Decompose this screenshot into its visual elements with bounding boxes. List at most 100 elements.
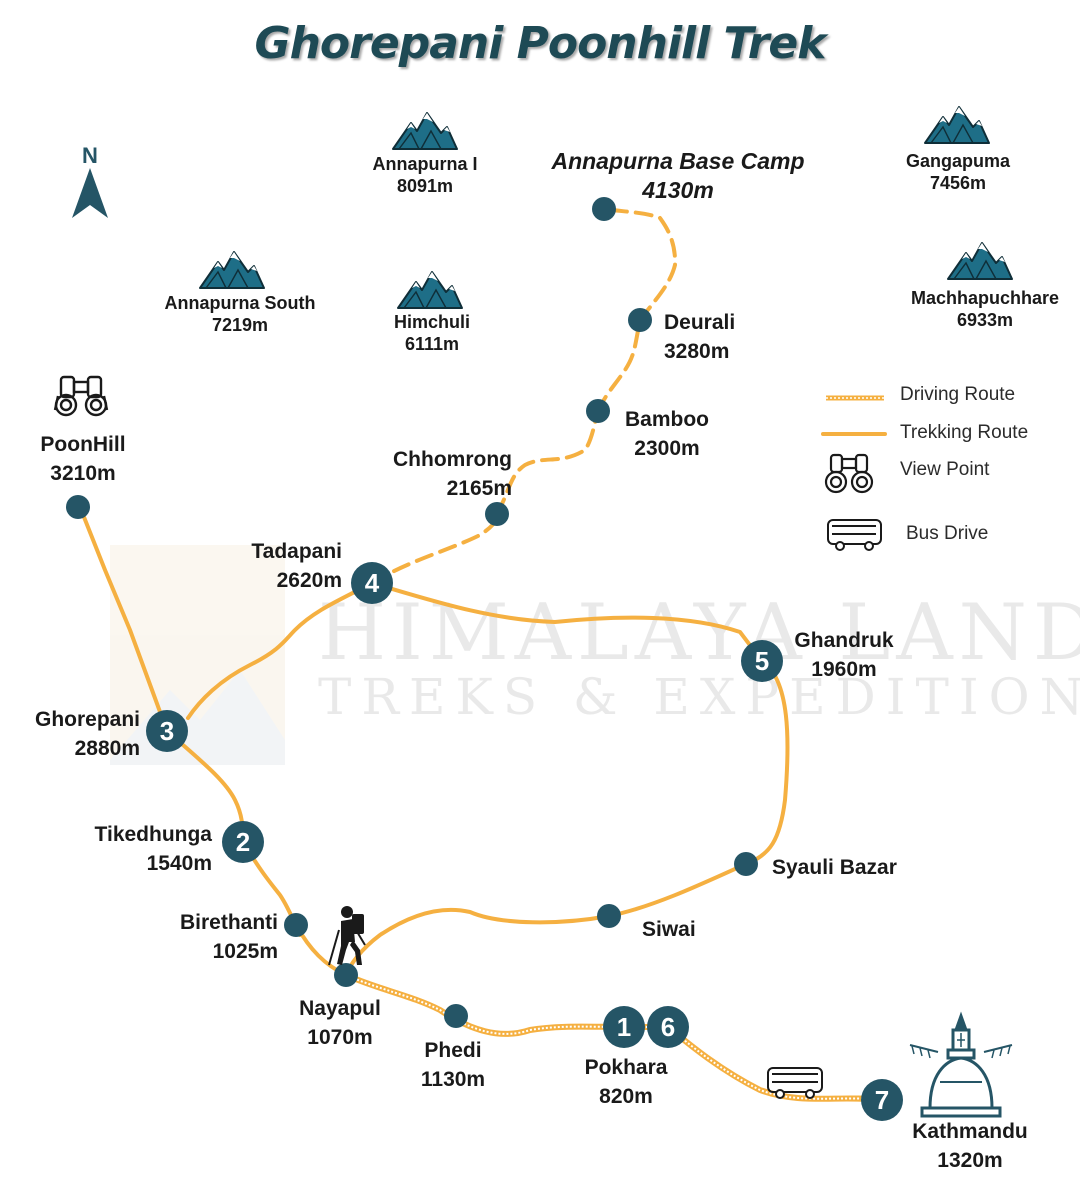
legend-bus-drive: Bus Drive xyxy=(906,523,989,544)
watermark-line-2: TREKS & EXPEDITION xyxy=(318,668,1080,726)
label-syauli-bazar: Syauli Bazar xyxy=(772,853,897,882)
peak-annapurna-south: Annapurna South 7219m xyxy=(150,292,330,336)
map-title: Ghorepani Poonhill Trek xyxy=(254,18,826,69)
place-name: Kathmandu xyxy=(912,1120,1028,1143)
peak-altitude: 6111m xyxy=(404,334,460,354)
stop-nodes xyxy=(66,197,758,1028)
label-chhomrong: Chhomrong 2165m xyxy=(360,445,512,503)
place-name: Phedi xyxy=(424,1039,482,1062)
place-altitude: 3210m xyxy=(50,462,116,485)
label-phedi: Phedi 1130m xyxy=(398,1036,508,1094)
peak-altitude: 7456m xyxy=(929,173,987,193)
peak-gangapurna: Gangapuma 7456m xyxy=(888,150,1028,194)
place-name: Pokhara xyxy=(584,1056,668,1079)
mountain-icon-himchuli xyxy=(397,271,463,309)
mountain-icon-gangapurna xyxy=(924,106,990,144)
node-phedi xyxy=(444,1004,468,1028)
node-abc xyxy=(592,197,616,221)
day-node-ghandruk xyxy=(741,640,783,682)
node-syauli-bazar xyxy=(734,852,758,876)
legend-driving-route: Driving Route xyxy=(900,384,1016,405)
node-nayapul xyxy=(334,963,358,987)
place-name: Siwai xyxy=(642,918,696,941)
label-pokhara: Pokhara 820m xyxy=(570,1053,682,1111)
node-siwai xyxy=(597,904,621,928)
mountain-icon-machhapuchhare xyxy=(947,242,1013,280)
day-number-1: 1 xyxy=(617,1012,631,1042)
node-poonhill xyxy=(66,495,90,519)
day-node-pokhara-6 xyxy=(647,1006,689,1048)
place-name: Ghandruk xyxy=(794,629,894,652)
place-altitude: 1540m xyxy=(146,852,212,875)
hiker-icon xyxy=(328,906,366,966)
peak-himchuli: Himchuli 6111m xyxy=(362,311,502,355)
legend-view-point: View Point xyxy=(900,459,990,480)
mountain-icon-annapurna-south xyxy=(199,251,265,289)
label-bamboo: Bamboo 2300m xyxy=(612,405,722,463)
place-name: Birethanti xyxy=(179,911,278,934)
place-altitude: 820m xyxy=(599,1085,653,1108)
place-altitude: 2165m xyxy=(446,477,512,500)
peak-altitude: 6933m xyxy=(956,310,1014,330)
peak-name: Annapurna I xyxy=(372,154,478,174)
place-altitude: 2620m xyxy=(276,569,342,592)
place-altitude: 3280m xyxy=(664,340,730,363)
day-number-4: 4 xyxy=(365,568,380,598)
mountain-icon-annapurna-1 xyxy=(392,112,458,150)
label-annapurna-base-camp: Annapurna Base Camp 4130m xyxy=(528,147,828,205)
place-altitude: 2880m xyxy=(74,737,140,760)
label-poonhill: PoonHill 3210m xyxy=(28,430,138,488)
day-number-3: 3 xyxy=(160,716,174,746)
legend-trekking-route: Trekking Route xyxy=(900,422,1029,443)
day-node-kathmandu xyxy=(861,1079,903,1121)
place-altitude: 4130m xyxy=(642,177,714,203)
place-name: Annapurna Base Camp xyxy=(551,148,805,174)
place-name: PoonHill xyxy=(40,433,126,456)
node-birethanti xyxy=(284,913,308,937)
place-altitude: 1130m xyxy=(420,1068,486,1091)
label-kathmandu: Kathmandu 1320m xyxy=(895,1117,1045,1175)
label-birethanti: Birethanti 1025m xyxy=(148,908,278,966)
day-node-tadapani xyxy=(351,562,393,604)
label-nayapul: Nayapul 1070m xyxy=(280,994,400,1052)
compass-letter: N xyxy=(82,143,98,168)
place-name: Tikedhunga xyxy=(94,823,212,846)
place-altitude: 1320m xyxy=(937,1149,1003,1172)
label-ghandruk: Ghandruk 1960m xyxy=(784,626,904,684)
node-chhomrong xyxy=(485,502,509,526)
place-altitude: 1025m xyxy=(212,940,278,963)
node-deurali xyxy=(628,308,652,332)
day-node-ghorepani xyxy=(146,710,188,752)
day-number-6: 6 xyxy=(661,1012,675,1042)
place-altitude: 1960m xyxy=(811,658,877,681)
legend-graphics xyxy=(821,395,887,551)
abc-side-route xyxy=(370,207,678,585)
stupa-icon xyxy=(909,1011,1013,1118)
peak-name: Annapurna South xyxy=(164,293,316,313)
day-number-5: 5 xyxy=(755,646,769,676)
place-name: Bamboo xyxy=(625,408,709,431)
label-deurali: Deurali 3280m xyxy=(664,308,735,366)
peak-name: Himchuli xyxy=(393,312,470,332)
bus-route-icon xyxy=(767,1067,823,1099)
place-name: Chhomrong xyxy=(393,448,512,471)
node-bamboo xyxy=(586,399,610,423)
place-name: Deurali xyxy=(664,311,736,334)
day-nodes: 4 5 3 2 1 6 7 xyxy=(146,562,903,1121)
day-number-2: 2 xyxy=(236,827,250,857)
peak-altitude: 8091m xyxy=(396,176,454,196)
peak-altitude: 7219m xyxy=(211,315,269,335)
place-name: Syauli Bazar xyxy=(772,856,897,879)
place-altitude: 1070m xyxy=(307,1026,373,1049)
peak-name: Gangapuma xyxy=(905,151,1011,171)
label-siwai: Siwai xyxy=(642,915,696,944)
place-name: Tadapani xyxy=(251,540,342,563)
label-tadapani: Tadapani 2620m xyxy=(222,537,342,595)
peak-name: Machhapuchhare xyxy=(910,288,1060,308)
place-name: Ghorepani xyxy=(34,708,140,731)
label-ghorepani: Ghorepani 2880m xyxy=(10,705,140,763)
north-arrow-icon: N xyxy=(72,143,108,218)
binoculars-icon xyxy=(53,375,109,417)
